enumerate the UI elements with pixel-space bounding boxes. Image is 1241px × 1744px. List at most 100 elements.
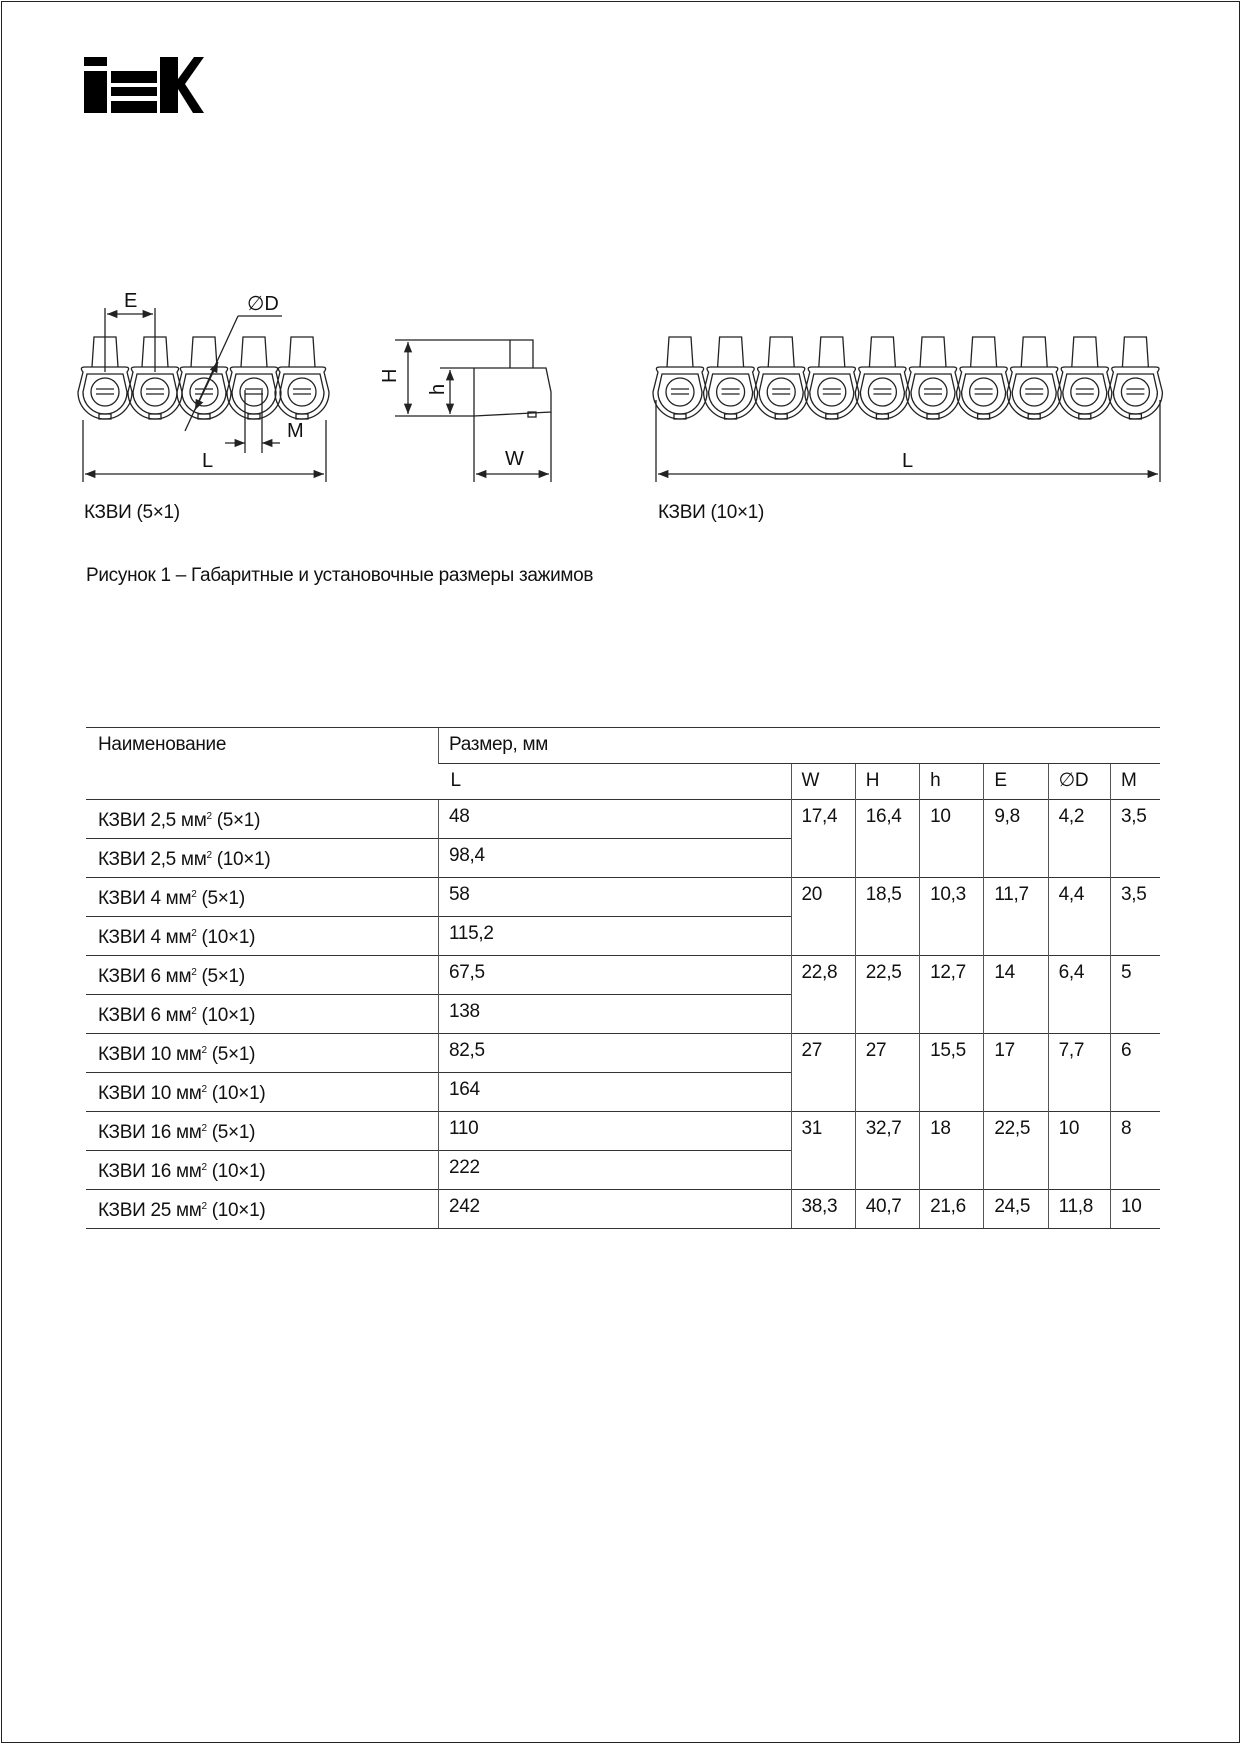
row-name: КЗВИ 4 мм2 (5×1) [86,877,439,917]
superscript: 2 [201,1084,207,1095]
cell-M: 8 [1109,1111,1160,1190]
dim-D-label: ∅D [247,293,279,315]
superscript: 2 [206,811,212,822]
cell-E: 17 [983,1033,1049,1112]
figure-caption: Рисунок 1 – Габаритные и установочные ра… [86,565,594,586]
superscript: 2 [191,889,197,900]
cell-M: 5 [1109,955,1160,1034]
dim-H-label: H [379,369,401,383]
cell-L: 58 [438,877,791,917]
table-row: КЗВИ 6 мм2 (10×1) 138 [86,994,1160,1034]
cell-D: 4,4 [1047,877,1111,956]
cell-L: 164 [438,1072,791,1112]
table-row: КЗВИ 16 мм2 (10×1) 222 [86,1150,1160,1190]
table-row: КЗВИ 4 мм2 (5×1) 58 20 18,5 10,3 11,7 4,4 3,5 [86,877,1160,956]
name-suffix: (5×1) [206,1122,256,1143]
name-text: КЗВИ 10 мм [98,1083,202,1104]
dim-M-label: M [287,420,304,442]
cell-L: 115,2 [438,916,791,956]
name-text: КЗВИ 2,5 мм [98,810,207,831]
terminal-drawing [804,336,860,420]
column-header: ∅D [1047,763,1111,800]
cell-E: 14 [983,955,1049,1034]
terminal-drawing [955,336,1012,420]
cell-L: 67,5 [438,955,791,995]
cell-W: 22,8 [790,955,856,1034]
table-row: КЗВИ 25 мм2 (10×1) 242 38,3 40,7 21,6 24,5 11,… [86,1189,1160,1229]
terminal-drawing [1057,336,1113,420]
superscript: 2 [201,1162,207,1173]
row-name: КЗВИ 2,5 мм2 (5×1) [86,799,439,839]
dimension-drawing: L E ∅D M H h W L [77,290,1164,482]
terminal-drawing [274,336,330,420]
column-header: h [919,763,984,800]
cell-D: 6,4 [1047,955,1111,1034]
superscript: 2 [191,967,197,978]
cell-E: 22,5 [983,1111,1049,1190]
table-row: КЗВИ 2,5 мм2 (5×1) 48 17,4 16,4 10 9,8 4,2 3,5 [86,799,1160,878]
cell-L: 138 [438,994,791,1034]
terminal-drawing [1107,336,1164,420]
column-header: M [1109,763,1160,800]
right-drawing-label: КЗВИ (10×1) [658,502,765,523]
cell-D: 4,2 [1047,799,1111,878]
dim-L10-label: L [902,450,913,472]
cell-M: 3,5 [1109,799,1160,878]
name-suffix: (5×1) [206,1044,256,1065]
name-suffix: (5×1) [196,888,245,909]
name-text: КЗВИ 16 мм [98,1122,202,1143]
terminal-drawing [753,336,809,420]
cell-H: 18,5 [854,877,920,956]
cell-E: 9,8 [983,799,1049,878]
dim-h-label: h [427,384,449,395]
cell-M: 6 [1109,1033,1160,1112]
superscript: 2 [201,1123,207,1134]
cell-D: 11,8 [1047,1189,1111,1229]
cell-L: 98,4 [438,838,791,878]
name-suffix: (10×1) [206,1200,266,1221]
cell-H: 22,5 [854,955,920,1034]
cell-h: 18 [919,1111,984,1190]
name-suffix: (5×1) [196,966,245,987]
cell-W: 17,4 [790,799,856,878]
cell-H: 16,4 [854,799,920,878]
name-suffix: (5×1) [211,810,261,831]
cell-E: 24,5 [983,1189,1049,1229]
terminal-drawing [854,336,911,420]
cell-H: 27 [854,1033,920,1112]
dim-L-label: L [202,450,213,472]
cell-h: 10 [919,799,984,878]
cell-D: 7,7 [1047,1033,1111,1112]
column-header: H [854,763,920,800]
cell-W: 31 [790,1111,856,1190]
cell-W: 27 [790,1033,856,1112]
superscript: 2 [191,928,197,939]
cell-L: 242 [438,1189,791,1229]
dim-E-label: E [124,290,137,312]
terminal-drawing [905,336,961,420]
name-suffix: (10×1) [196,927,256,948]
cell-W: 38,3 [790,1189,856,1229]
cell-D: 10 [1047,1111,1111,1190]
cell-L: 110 [438,1111,791,1151]
name-suffix: (10×1) [206,1083,266,1104]
superscript: 2 [201,1045,207,1056]
cell-L: 222 [438,1150,791,1190]
column-header: E [983,763,1049,800]
cell-L: 82,5 [438,1033,791,1073]
name-text: КЗВИ 4 мм [98,888,192,909]
table-row: КЗВИ 4 мм2 (10×1) 115,2 [86,916,1160,956]
cell-E: 11,7 [983,877,1049,956]
column-header: L [438,763,791,800]
row-name: КЗВИ 4 мм2 (10×1) [86,916,439,956]
cell-h: 10,3 [919,877,984,956]
dim-W-label: W [505,448,524,470]
terminal-drawing [702,336,759,420]
cell-L: 48 [438,799,791,839]
superscript: 2 [201,1201,207,1212]
row-name: КЗВИ 10 мм2 (5×1) [86,1033,439,1073]
cell-h: 15,5 [919,1033,984,1112]
row-name: КЗВИ 16 мм2 (10×1) [86,1150,439,1190]
terminal-drawing [652,336,708,420]
